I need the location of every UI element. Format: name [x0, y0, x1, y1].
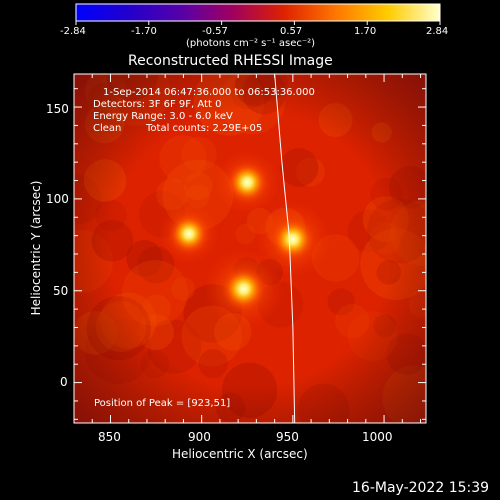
- y-axis-label: Heliocentric Y (arcsec): [29, 180, 43, 316]
- x-tick-label-1000: 1000: [362, 430, 393, 444]
- detectors-annotation: Detectors: 3F 6F 9F, Att 0: [93, 99, 222, 110]
- colorbar-tick-label-1: -1.70: [131, 26, 157, 37]
- total-counts-annotation: Total counts: 2.29E+05: [146, 123, 263, 134]
- algorithm-annotation: Clean: [93, 123, 122, 134]
- source-peak-1: [221, 266, 266, 311]
- source-peak-2: [271, 217, 315, 261]
- peak-position-annotation: Position of Peak = [923,51]: [94, 398, 231, 409]
- colorbar-tick-label-3: 0.57: [280, 26, 303, 37]
- heatmap-vignette: [74, 74, 426, 423]
- heatmap-plot: [74, 74, 426, 423]
- y-tick-label-50: 50: [53, 284, 69, 298]
- source-peak-3: [226, 161, 268, 204]
- colorbar-tick-label-4: 1.70: [354, 26, 377, 37]
- source-peak-4: [168, 213, 210, 255]
- x-axis-label: Heliocentric X (arcsec): [172, 447, 308, 461]
- axis-ticks: [74, 74, 426, 423]
- colorbar-tick-label-0: -2.84: [60, 26, 86, 37]
- time-range-annotation: 1-Sep-2014 06:47:36.000 to 06:53:36.000: [103, 87, 315, 98]
- footer-timestamp: 16-May-2022 15:39: [352, 480, 490, 496]
- x-tick-label-950: 950: [276, 430, 299, 444]
- colorbar: [75, 3, 441, 22]
- colorbar-tick-label-5: 2.84: [426, 26, 449, 37]
- y-tick-label-0: 0: [60, 375, 68, 389]
- colorbar-tick-label-2: -0.57: [202, 26, 228, 37]
- sources: [158, 150, 331, 329]
- x-tick-label-850: 850: [98, 430, 121, 444]
- colorbar-ticks: [75, 21, 441, 25]
- energy-range-annotation: Energy Range: 3.0 - 6.0 keV: [93, 111, 233, 122]
- chart-title: Reconstructed RHESSI Image: [128, 53, 333, 69]
- x-tick-label-900: 900: [188, 430, 211, 444]
- solar-limb-curve: [274, 74, 296, 423]
- y-tick-label-100: 100: [46, 192, 69, 206]
- y-tick-label-150: 150: [46, 102, 69, 116]
- plot-frame: [73, 73, 427, 424]
- colorbar-unit-label: (photons cm⁻² s⁻¹ asec⁻²): [186, 38, 316, 49]
